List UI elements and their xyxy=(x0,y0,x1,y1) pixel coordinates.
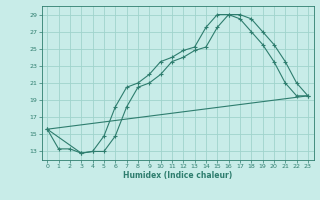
X-axis label: Humidex (Indice chaleur): Humidex (Indice chaleur) xyxy=(123,171,232,180)
